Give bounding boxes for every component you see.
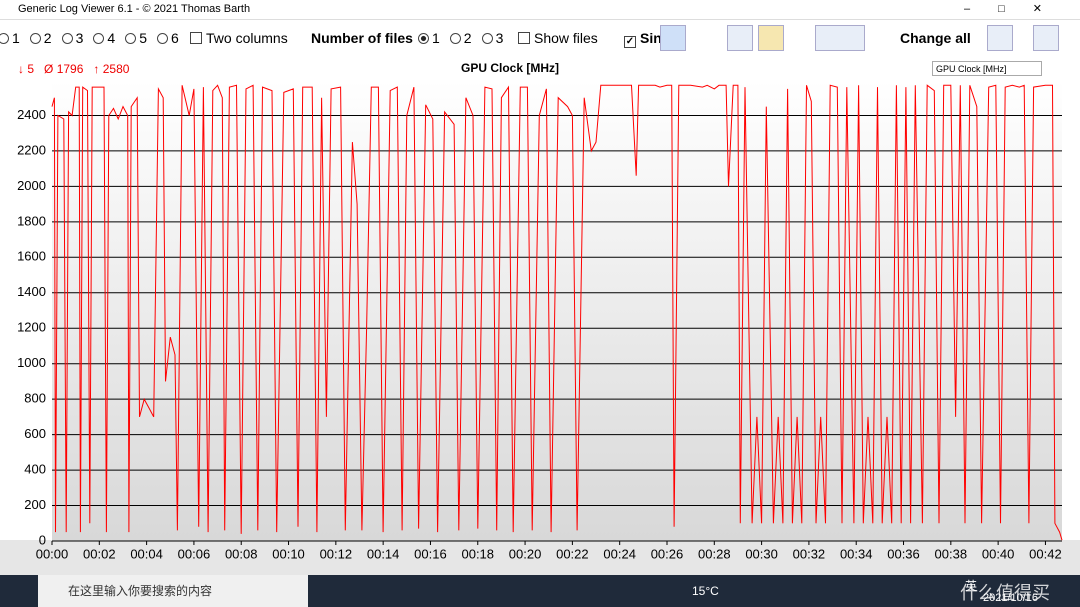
y-tick-label: 1200 <box>17 320 46 335</box>
x-tick-label: 00:38 <box>935 546 968 561</box>
x-tick-label: 00:18 <box>461 546 494 561</box>
radio-label[interactable]: 3 <box>495 30 504 46</box>
show-files[interactable]: Show files <box>534 30 598 46</box>
change-all[interactable]: Change all <box>900 30 971 46</box>
y-tick-label: 1400 <box>17 284 46 299</box>
stats: ↓ 5 Ø 1796 ↑ 2580 <box>18 62 129 76</box>
stat-max: ↑ 2580 <box>93 62 130 76</box>
down-button[interactable] <box>1033 25 1059 51</box>
axis-band <box>0 540 1080 575</box>
chart: GPU Clock [MHz] 0 200 400 600 800 1000 1200 140… <box>0 61 1080 575</box>
sync[interactable]: Sin <box>640 30 662 46</box>
window-controls[interactable]: –□✕ <box>964 3 1070 15</box>
y-tick-label: 2000 <box>17 178 46 193</box>
checkbox[interactable] <box>518 32 530 44</box>
title-bar: Generic Log Viewer 6.1 - © 2021 Thomas B… <box>0 0 1080 20</box>
series-selector[interactable]: GPU Clock [MHz] <box>932 61 1042 76</box>
date[interactable]: 2021/10/16 <box>983 592 1039 604</box>
ime[interactable]: 英 <box>965 579 978 593</box>
y-tick-label: 2400 <box>17 107 46 122</box>
y-tick-label: 0 <box>39 532 46 547</box>
checkbox[interactable] <box>190 32 202 44</box>
checkbox[interactable]: ✓ <box>624 36 636 48</box>
chart-title: GPU Clock [MHz] <box>461 61 559 75</box>
x-tick-label: 00:04 <box>130 546 163 561</box>
y-tick-label: 800 <box>24 391 46 406</box>
x-tick-label: 00:06 <box>178 546 211 561</box>
y-tick-label: 2200 <box>17 142 46 157</box>
stat-avg: Ø 1796 <box>44 62 84 76</box>
x-tick-label: 00:00 <box>36 546 69 561</box>
save-button[interactable] <box>727 25 753 51</box>
screenshot-button[interactable] <box>660 25 686 51</box>
stat-min: ↓ 5 <box>18 62 35 76</box>
y-tick-label: 1800 <box>17 213 46 228</box>
taskbar: 在这里输入你要搜索的内容 15°C 英 2021/10/16 什么值得买 <box>0 575 1080 607</box>
window-title: Generic Log Viewer 6.1 - © 2021 Thomas B… <box>18 3 251 15</box>
radio-label[interactable]: 2 <box>463 30 472 46</box>
x-tick-label: 00:08 <box>225 546 258 561</box>
y-tick-label: 1000 <box>17 355 46 370</box>
radio[interactable] <box>125 33 137 44</box>
x-tick-label: 00:16 <box>414 546 447 561</box>
toolbar: 1 2 3 4 5 6 Two columns Number of files 1 2 3 S… <box>0 20 1080 57</box>
x-tick-label: 00:34 <box>840 546 873 561</box>
radio-label[interactable]: 1 <box>432 30 440 46</box>
remove-refresh-button[interactable] <box>815 25 865 51</box>
x-tick-label: 00:24 <box>603 546 636 561</box>
open-button[interactable] <box>758 25 784 51</box>
y-tick-label: 600 <box>24 426 46 441</box>
radio-label[interactable]: 6 <box>170 30 179 46</box>
radio-label[interactable]: 3 <box>75 30 84 46</box>
search-box[interactable]: 在这里输入你要搜索的内容 <box>38 575 308 607</box>
x-tick-label: 00:32 <box>793 546 826 561</box>
x-tick-label: 00:20 <box>509 546 542 561</box>
radio[interactable] <box>156 33 168 44</box>
up-button[interactable] <box>987 25 1013 51</box>
data-line <box>51 84 1063 541</box>
radio[interactable] <box>61 33 73 44</box>
radio-label[interactable]: 4 <box>107 30 116 46</box>
x-tick-label: 00:12 <box>320 546 353 561</box>
y-tick-label: 400 <box>24 462 46 477</box>
x-tick-label: 00:28 <box>698 546 731 561</box>
x-tick-label: 00:30 <box>745 546 778 561</box>
weather[interactable]: 15°C <box>692 584 719 598</box>
radio[interactable] <box>0 33 9 44</box>
x-tick-label: 00:40 <box>982 546 1015 561</box>
radio[interactable] <box>449 33 461 44</box>
radio[interactable] <box>29 33 41 44</box>
x-tick-label: 00:42 <box>1029 546 1062 561</box>
x-tick-label: 00:02 <box>83 546 116 561</box>
y-tick-label: 1600 <box>17 249 46 264</box>
x-tick-label: 00:14 <box>367 546 400 561</box>
x-tick-label: 00:22 <box>556 546 589 561</box>
radio[interactable] <box>481 33 493 44</box>
number-of-files-label: Number of files <box>311 30 413 46</box>
y-tick-label: 200 <box>24 497 46 512</box>
radio-label[interactable]: 2 <box>43 30 52 46</box>
radio-label[interactable]: 5 <box>139 30 147 46</box>
two-columns[interactable]: Two columns <box>206 30 288 46</box>
x-tick-label: 00:36 <box>887 546 920 561</box>
watermark: 什么值得买 <box>960 583 1050 603</box>
radio[interactable] <box>93 33 105 44</box>
x-tick-label: 00:26 <box>651 546 684 561</box>
radio[interactable] <box>418 33 429 44</box>
x-tick-label: 00:10 <box>272 546 305 561</box>
radio-label[interactable]: 1 <box>12 30 20 46</box>
